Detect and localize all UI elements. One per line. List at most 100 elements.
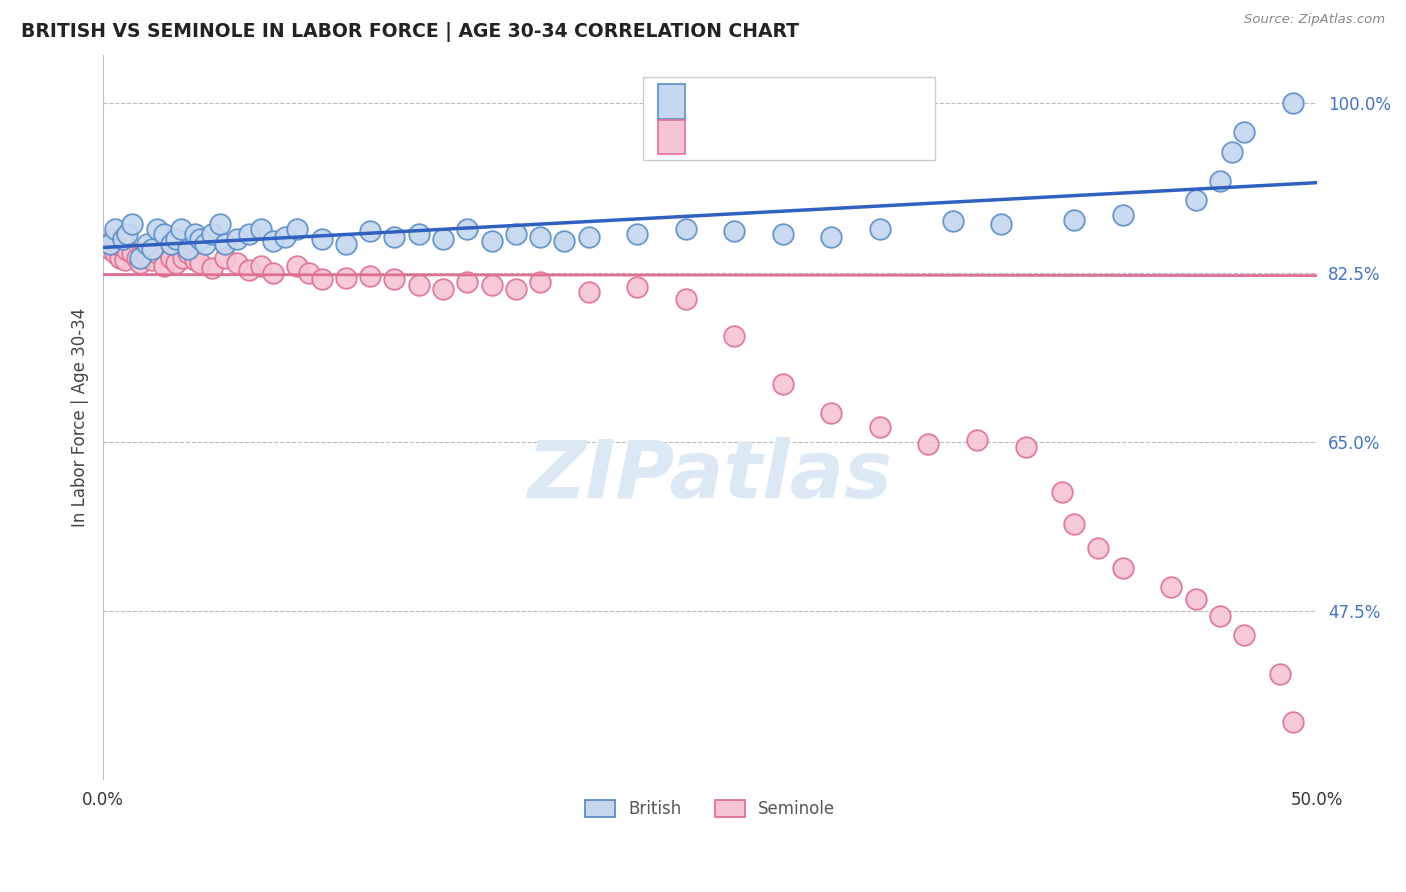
Point: [481, 234, 503, 248]
Point: [820, 230, 842, 244]
Point: [820, 406, 842, 420]
Point: [869, 420, 891, 434]
Point: [505, 282, 527, 296]
Point: [1087, 541, 1109, 556]
Point: [111, 242, 134, 256]
Point: [529, 276, 551, 290]
Point: [1014, 440, 1036, 454]
Text: BRITISH VS SEMINOLE IN LABOR FORCE | AGE 30-34 CORRELATION CHART: BRITISH VS SEMINOLE IN LABOR FORCE | AGE…: [21, 22, 799, 42]
Point: [160, 251, 183, 265]
Point: [1281, 715, 1303, 730]
Point: [114, 253, 136, 268]
Text: R = -0.008   N = 60: R = -0.008 N = 60: [699, 129, 882, 145]
Point: [1281, 96, 1303, 111]
Point: [111, 232, 134, 246]
Point: [481, 278, 503, 293]
Point: [238, 262, 260, 277]
Point: [145, 246, 167, 260]
Point: [104, 222, 127, 236]
Point: [225, 256, 247, 270]
Point: [177, 242, 200, 256]
FancyBboxPatch shape: [658, 120, 685, 154]
Y-axis label: In Labor Force | Age 30-34: In Labor Force | Age 30-34: [72, 308, 89, 527]
Text: R =   0.556   N = 53: R = 0.556 N = 53: [699, 94, 891, 109]
Point: [675, 222, 697, 236]
Point: [177, 246, 200, 260]
Point: [917, 437, 939, 451]
Point: [942, 214, 965, 228]
Point: [128, 256, 150, 270]
Point: [127, 251, 149, 265]
Point: [432, 282, 454, 296]
Point: [97, 236, 120, 251]
Point: [311, 232, 333, 246]
Point: [160, 236, 183, 251]
Point: [359, 268, 381, 283]
Point: [104, 246, 127, 260]
Point: [1209, 174, 1232, 188]
Point: [408, 227, 430, 241]
Point: [408, 278, 430, 293]
Point: [225, 232, 247, 246]
Point: [1160, 580, 1182, 594]
FancyBboxPatch shape: [658, 84, 685, 119]
Point: [214, 251, 236, 265]
Point: [262, 266, 284, 280]
Legend: British, Seminole: British, Seminole: [576, 791, 844, 826]
Point: [1111, 208, 1133, 222]
Point: [335, 236, 357, 251]
Point: [274, 230, 297, 244]
Point: [108, 251, 131, 265]
Point: [117, 244, 139, 258]
Text: ZIPatlas: ZIPatlas: [527, 437, 893, 515]
Point: [184, 227, 207, 241]
Point: [101, 232, 124, 246]
Point: [250, 259, 273, 273]
Point: [153, 227, 176, 241]
Point: [1233, 126, 1256, 140]
Point: [772, 376, 794, 391]
Point: [1050, 485, 1073, 500]
Point: [285, 259, 308, 273]
Text: Source: ZipAtlas.com: Source: ZipAtlas.com: [1244, 13, 1385, 27]
Point: [141, 253, 163, 268]
Point: [250, 222, 273, 236]
Point: [723, 328, 745, 343]
Point: [128, 251, 150, 265]
Point: [141, 242, 163, 256]
Point: [990, 218, 1012, 232]
Point: [165, 232, 187, 246]
Point: [100, 242, 122, 256]
Point: [384, 272, 406, 286]
Point: [135, 249, 157, 263]
Point: [100, 236, 122, 251]
Point: [553, 234, 575, 248]
Point: [214, 236, 236, 251]
Point: [505, 227, 527, 241]
Point: [966, 433, 988, 447]
Point: [201, 227, 224, 241]
Point: [1184, 591, 1206, 606]
Point: [170, 222, 193, 236]
Point: [1063, 212, 1085, 227]
Point: [172, 251, 194, 265]
Point: [262, 234, 284, 248]
Point: [208, 218, 231, 232]
Point: [1233, 628, 1256, 642]
Point: [188, 256, 211, 270]
Point: [285, 222, 308, 236]
Point: [165, 256, 187, 270]
Point: [1063, 517, 1085, 532]
Point: [298, 266, 321, 280]
Point: [1111, 560, 1133, 574]
Point: [384, 230, 406, 244]
Point: [135, 236, 157, 251]
Point: [626, 280, 648, 294]
Point: [121, 246, 143, 260]
Point: [184, 253, 207, 268]
Point: [145, 222, 167, 236]
Point: [117, 227, 139, 241]
FancyBboxPatch shape: [644, 77, 935, 161]
Point: [675, 292, 697, 306]
Point: [311, 272, 333, 286]
